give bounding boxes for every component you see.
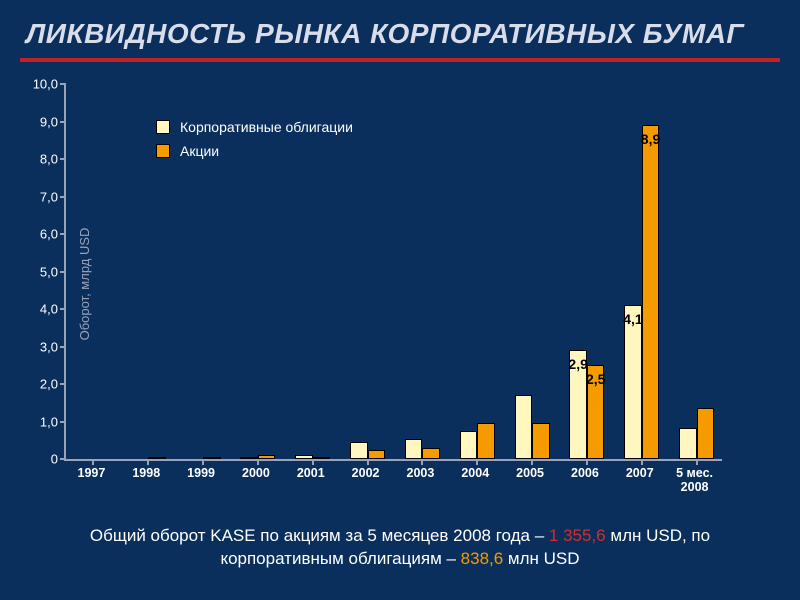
caption-text-post: млн USD [503, 549, 579, 568]
y-tick-label: 1,0 [22, 414, 58, 429]
legend-item: Корпоративные облигации [156, 119, 353, 135]
y-tick-label: 5,0 [22, 264, 58, 279]
legend-swatch [156, 144, 170, 158]
bar [258, 455, 276, 459]
y-tick [60, 308, 66, 310]
legend-item: Акции [156, 143, 353, 159]
y-tick-label: 4,0 [22, 302, 58, 317]
bar [624, 305, 642, 459]
bar [240, 457, 258, 459]
y-tick [60, 121, 66, 123]
bar [203, 457, 221, 459]
y-tick [60, 383, 66, 385]
bar [422, 448, 440, 459]
legend-label: Корпоративные облигации [180, 119, 353, 135]
y-tick [60, 158, 66, 160]
bar-value-label: 2,9 [568, 356, 587, 372]
caption-highlight-1: 1 355,6 [549, 526, 606, 545]
x-tick [476, 459, 478, 465]
slide-title: ЛИКВИДНОСТЬ РЫНКА КОРПОРАТИВНЫХ БУМАГ [0, 0, 800, 58]
chart-legend: Корпоративные облигации Акции [156, 119, 353, 167]
x-tick [202, 459, 204, 465]
x-tick [312, 459, 314, 465]
bar [515, 395, 533, 459]
bar [697, 408, 715, 459]
y-tick-label: 9,0 [22, 114, 58, 129]
bar-value-label: 4,1 [623, 311, 642, 327]
y-axis-title: Оборот, млрд USD [77, 228, 92, 341]
x-tick [92, 459, 94, 465]
x-tick-label: 2006 [571, 467, 599, 481]
y-tick-label: 2,0 [22, 377, 58, 392]
x-tick-label: 1997 [78, 467, 106, 481]
x-tick-label: 2001 [297, 467, 325, 481]
x-tick [696, 459, 698, 465]
x-tick-label: 5 мес. 2008 [676, 467, 713, 495]
y-tick-label: 7,0 [22, 189, 58, 204]
caption-highlight-2: 838,6 [461, 549, 504, 568]
y-tick-label: 3,0 [22, 339, 58, 354]
chart-plot-area: Корпоративные облигации Акции 2,9 4,1 2,5 8,… [64, 84, 722, 461]
y-tick [60, 196, 66, 198]
y-tick [60, 271, 66, 273]
y-tick-label: 8,0 [22, 152, 58, 167]
x-tick-label: 2003 [407, 467, 435, 481]
x-tick [257, 459, 259, 465]
y-tick-label: 6,0 [22, 227, 58, 242]
x-tick-label: 2004 [461, 467, 489, 481]
legend-label: Акции [180, 143, 219, 159]
x-tick [586, 459, 588, 465]
x-tick-label: 2007 [626, 467, 654, 481]
x-tick-label: 2005 [516, 467, 544, 481]
x-tick-label: 2000 [242, 467, 270, 481]
bar [532, 423, 550, 459]
x-tick [367, 459, 369, 465]
bar [460, 431, 478, 459]
caption: Общий оборот KASE по акциям за 5 месяцев… [40, 525, 760, 571]
bar [679, 428, 697, 460]
y-tick [60, 458, 66, 460]
bar-value-label: 2,5 [586, 371, 605, 387]
slide: ЛИКВИДНОСТЬ РЫНКА КОРПОРАТИВНЫХ БУМАГ Ко… [0, 0, 800, 600]
x-tick-label: 1999 [187, 467, 215, 481]
x-tick [421, 459, 423, 465]
bar [405, 439, 423, 459]
x-tick [147, 459, 149, 465]
y-tick-label: 0 [22, 452, 58, 467]
y-tick [60, 83, 66, 85]
legend-swatch [156, 120, 170, 134]
bar [350, 442, 368, 459]
bar [642, 125, 660, 459]
x-tick-label: 2002 [352, 467, 380, 481]
bar [313, 457, 331, 459]
bar [368, 450, 386, 459]
bar [295, 455, 313, 460]
x-tick-label: 1998 [132, 467, 160, 481]
y-tick [60, 421, 66, 423]
y-tick-label: 10,0 [22, 77, 58, 92]
bar [477, 423, 495, 459]
y-tick [60, 233, 66, 235]
x-tick [531, 459, 533, 465]
caption-text-pre: Общий оборот KASE по акциям за 5 месяцев… [90, 526, 549, 545]
chart: Корпоративные облигации Акции 2,9 4,1 2,5 8,… [22, 84, 722, 499]
x-tick [641, 459, 643, 465]
title-underline [20, 58, 780, 62]
bar-value-label: 8,9 [641, 131, 660, 147]
y-tick [60, 346, 66, 348]
bar [148, 457, 166, 459]
